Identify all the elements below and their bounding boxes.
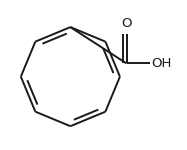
Text: O: O [121,17,132,30]
Text: OH: OH [151,57,172,70]
